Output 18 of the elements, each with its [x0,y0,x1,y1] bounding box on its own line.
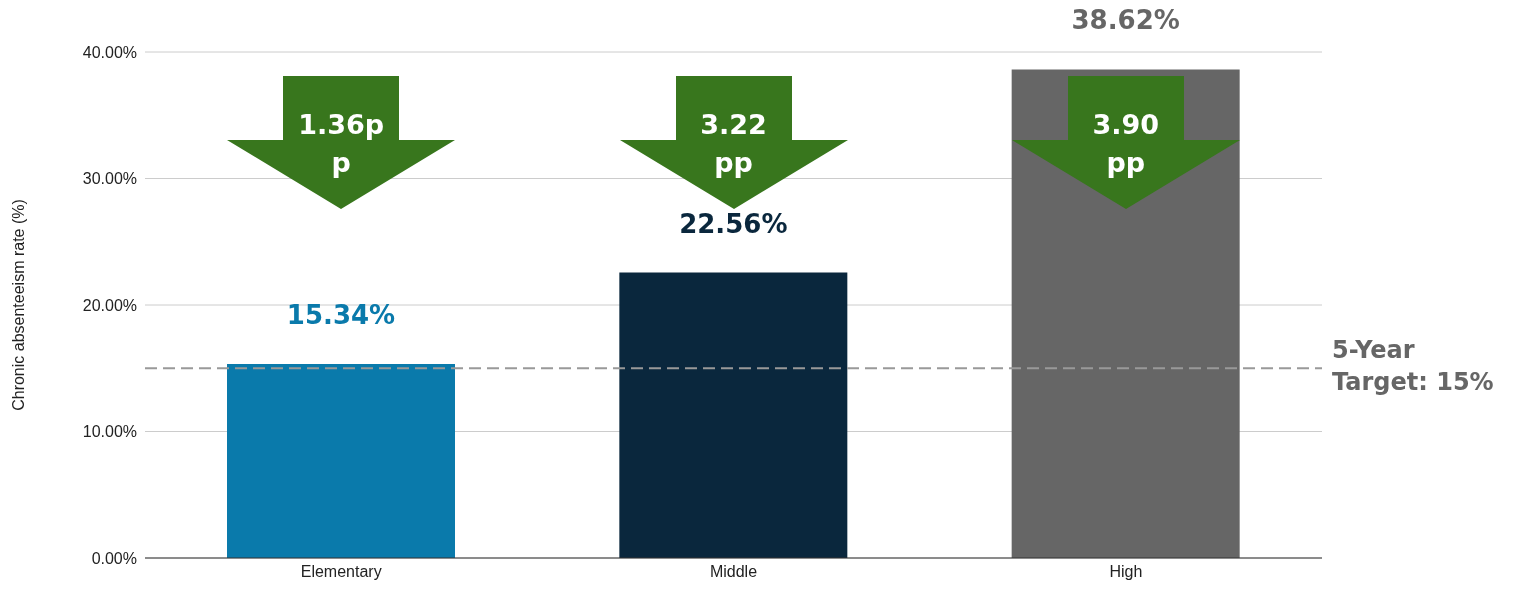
y-tick-label: 40.00% [82,43,137,61]
x-tick-label: High [1109,563,1143,581]
annotation: 3.22 pp [699,108,768,180]
y-tick-label: 30.00% [82,170,137,188]
annotation: 3.90 pp [1091,108,1161,180]
y-axis-title: Chronic absenteeism rate (%) [9,199,27,411]
ref-line-label: 5-Year Target: 15% [1332,335,1495,399]
data-label: 38.62% [1071,5,1180,36]
y-tick-label: 0.00% [91,549,137,567]
annotation: 1.36pp [297,108,386,180]
bar [619,272,848,558]
data-label: 15.34% [286,299,396,330]
x-tick-label: Elementary [300,563,382,581]
y-tick-label: 10.00% [82,423,137,441]
x-tick-label: Middle [709,563,758,581]
y-tick-label: 20.00% [82,296,137,314]
bar [227,363,455,558]
data-label: 22.56% [679,208,788,239]
